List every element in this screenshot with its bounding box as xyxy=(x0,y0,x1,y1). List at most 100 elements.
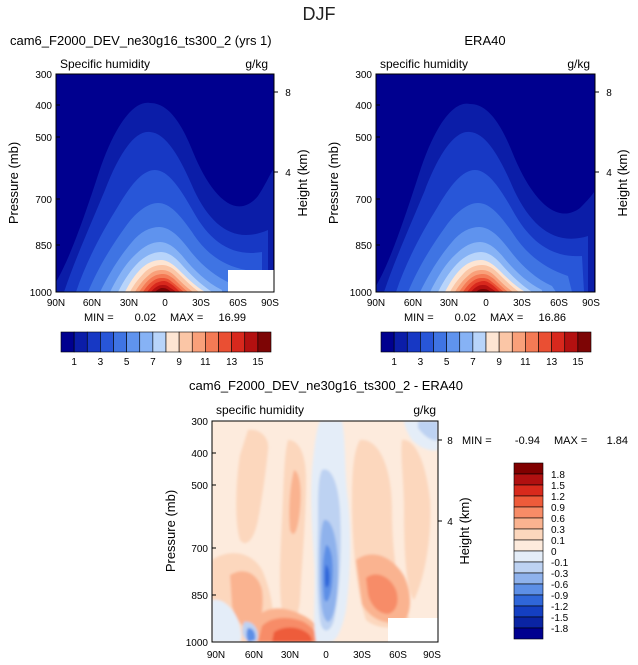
panel-obs-colorbar-swatch xyxy=(433,331,447,353)
panel-obs-colorbar-swatch xyxy=(406,331,421,353)
panel-model-ytick-right: 8 xyxy=(285,88,291,99)
panel-obs-xticks: 90N 60N 30N 0 30S 60S 90S xyxy=(367,298,600,309)
panel-diff-min-label: MIN = xyxy=(462,435,492,447)
panel-diff-max-value: 1.84 xyxy=(607,435,628,447)
panel-obs-colorbar-tick: 11 xyxy=(520,357,531,368)
panel-diff-ytick: 1000 xyxy=(186,638,209,649)
panel-diff-colorbar-swatch xyxy=(513,484,544,497)
panel-diff-xtick: 30S xyxy=(353,650,371,661)
panel-obs-ytick: 500 xyxy=(355,133,372,144)
panel-model-colorbar-swatch xyxy=(100,331,114,353)
panel-obs-ylabel: Pressure (mb) xyxy=(326,142,341,224)
panel-model-colorbar-tick: 9 xyxy=(176,357,182,368)
panel-obs-colorbar-swatch xyxy=(380,331,395,353)
panel-diff-ylabel: Pressure (mb) xyxy=(163,490,178,572)
panel-obs-ytick: 700 xyxy=(355,195,372,206)
panel-diff-min-value: -0.94 xyxy=(515,435,540,447)
panel-model-xtick: 30N xyxy=(120,298,138,309)
panel-diff-colorbar-tick: 0.3 xyxy=(551,525,565,536)
panel-model-colorbar-tick: 7 xyxy=(150,357,156,368)
panel-diff-colorbar-swatch xyxy=(513,473,544,486)
panel-diff-title: cam6_F2000_DEV_ne30g16_ts300_2 - ERA40 xyxy=(189,378,463,393)
panel-obs-colorbar-swatch xyxy=(564,331,579,353)
panel-model-colorbar-tick: 11 xyxy=(200,357,211,368)
panel-obs-colorbar-swatch xyxy=(538,331,552,353)
panel-model-max-label: MAX = xyxy=(170,312,203,324)
panel-diff-colorbar-tick: -0.9 xyxy=(551,591,569,602)
panel-obs-title: ERA40 xyxy=(464,33,505,48)
panel-diff-colorbar-tick: 0.1 xyxy=(551,536,565,547)
panel-model: cam6_F2000_DEV_ne30g16_ts300_2 (yrs 1) S… xyxy=(6,33,310,368)
panel-diff-colorbar-swatch xyxy=(513,594,544,607)
panel-model-colorbar-swatch xyxy=(205,331,219,353)
panel-diff-colorbar-swatch xyxy=(513,616,544,629)
panel-obs-colorbar-swatch xyxy=(511,331,526,353)
panel-obs-colorbar-tick: 5 xyxy=(444,357,450,368)
panel-diff-colorbar-tick: -1.8 xyxy=(551,624,569,635)
panel-obs-ytick: 850 xyxy=(355,241,372,252)
panel-model-colorbar: 1 3 5 7 9 11 13 15 xyxy=(60,331,272,368)
panel-obs-xtick: 60S xyxy=(550,298,568,309)
panel-diff-colorbar-tick: 0.6 xyxy=(551,514,565,525)
panel-model-colorbar-swatch xyxy=(126,331,141,353)
panel-diff-subtitle-left: specific humidity xyxy=(216,403,304,417)
panel-obs-colorbar-swatch xyxy=(393,331,408,353)
panel-diff-yticks: 300 400 500 700 850 1000 8 4 xyxy=(186,417,453,649)
panel-diff-xtick: 90N xyxy=(207,650,225,661)
panel-obs-colorbar-tick: 1 xyxy=(391,357,397,368)
panel-model-subtitle-left: Specific humidity xyxy=(60,57,150,71)
panel-diff-ylabel-right: Height (km) xyxy=(457,497,472,564)
panel-diff-ytick: 700 xyxy=(191,544,208,555)
panel-diff-colorbar-swatch xyxy=(513,583,544,596)
panel-model-colorbar-tick: 15 xyxy=(252,357,264,368)
panel-diff-colorbar-swatch xyxy=(513,528,544,541)
panel-diff-colorbar-tick: 0 xyxy=(551,547,557,558)
panel-obs-ytick: 300 xyxy=(355,70,372,81)
panel-diff-colorbar-swatch xyxy=(513,561,544,574)
panel-diff-xtick: 0 xyxy=(323,650,329,661)
panel-model-colorbar-swatch xyxy=(113,331,127,353)
panel-diff-colorbar-swatch xyxy=(513,495,544,508)
panel-diff: cam6_F2000_DEV_ne30g16_ts300_2 - ERA40 s… xyxy=(163,378,628,661)
panel-obs-ytick: 400 xyxy=(355,101,372,112)
panel-diff-xtick: 60N xyxy=(245,650,263,661)
panel-model-colorbar-swatch xyxy=(178,331,193,353)
panel-model-ytick: 500 xyxy=(35,133,52,144)
panel-obs-max-label: MAX = xyxy=(490,312,523,324)
panel-model-colorbar-swatch xyxy=(139,331,154,353)
panel-model-min-label: MIN = xyxy=(84,312,114,324)
panel-obs-min-value: 0.02 xyxy=(455,312,476,324)
panel-model-colorbar-swatch xyxy=(73,331,88,353)
panel-diff-colorbar-tick: 1.8 xyxy=(551,470,565,481)
panel-model-xtick: 90S xyxy=(261,298,279,309)
panel-obs-subtitle-right: g/kg xyxy=(567,57,590,71)
panel-model-ytick-right: 4 xyxy=(285,168,291,179)
panel-obs-ylabel-right: Height (km) xyxy=(615,149,630,216)
panel-obs-colorbar-tick: 7 xyxy=(470,357,476,368)
panel-diff-ytick: 850 xyxy=(191,591,208,602)
panel-model-colorbar-tick: 1 xyxy=(71,357,77,368)
panel-model-xticks: 90N 60N 30N 0 30S 60S 90S xyxy=(47,298,279,309)
panel-model-ytick: 300 xyxy=(35,70,52,81)
panel-model-subtitle-right: g/kg xyxy=(245,57,268,71)
panel-obs-ytick: 1000 xyxy=(350,288,373,299)
panel-obs: ERA40 specific humidity g/kg Pressure (m… xyxy=(326,33,630,368)
panel-diff-xtick: 30N xyxy=(281,650,299,661)
panel-obs-colorbar-swatch xyxy=(420,331,434,353)
panel-model-ytick: 700 xyxy=(35,195,52,206)
panel-diff-ytick: 400 xyxy=(191,449,208,460)
panel-model-colorbar-swatch xyxy=(191,331,206,353)
panel-model-yticks: 300 400 500 700 850 1000 8 4 xyxy=(30,70,291,299)
panel-diff-ytick: 500 xyxy=(191,481,208,492)
panel-model-colorbar-swatch xyxy=(152,331,167,353)
panel-model-colorbar-swatch xyxy=(244,331,259,353)
panel-diff-colorbar-swatch xyxy=(513,550,544,563)
panel-model-title: cam6_F2000_DEV_ne30g16_ts300_2 (yrs 1) xyxy=(10,33,272,48)
panel-obs-ytick-right: 4 xyxy=(606,168,612,179)
panel-model-colorbar-swatch xyxy=(257,331,272,353)
panel-diff-colorbar-swatch xyxy=(513,539,544,552)
panel-model-ytick: 1000 xyxy=(30,288,53,299)
panel-obs-xtick: 90N xyxy=(367,298,385,309)
panel-obs-yticks: 300 400 500 700 850 1000 8 4 xyxy=(350,70,612,299)
